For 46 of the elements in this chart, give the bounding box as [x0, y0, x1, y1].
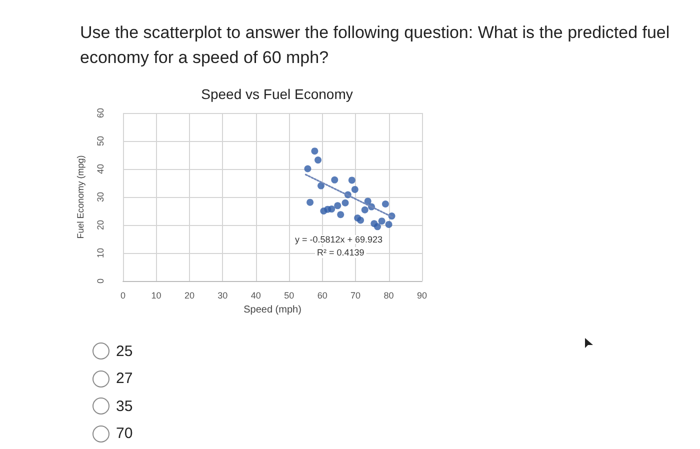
y-tick-label: 30 — [96, 192, 106, 202]
x-tick-label: 20 — [184, 290, 194, 300]
x-tick-label: 60 — [317, 290, 328, 300]
point — [385, 220, 392, 228]
y-tick-label: 50 — [96, 136, 106, 146]
text: 27 — [116, 370, 133, 387]
x-tick-label: 40 — [250, 290, 261, 300]
point — [304, 165, 312, 172]
x-tick-label: 70 — [350, 290, 361, 300]
y-tick-label: 20 — [96, 220, 106, 230]
point — [342, 199, 349, 206]
x-tick-label: 90 — [416, 290, 428, 300]
point — [334, 202, 342, 210]
point — [331, 176, 338, 184]
y-tick-label: 10 — [96, 248, 106, 258]
point — [357, 216, 364, 224]
x-axis-title: Speed (mph) — [244, 304, 302, 316]
point — [306, 198, 314, 206]
point — [364, 198, 372, 205]
point — [337, 211, 344, 218]
point — [378, 218, 386, 225]
y-tick-label: 60 — [96, 108, 106, 118]
annotation: R² = 0.4139 — [317, 248, 364, 258]
x-tick-label: 50 — [284, 290, 294, 300]
point — [318, 182, 325, 190]
text: Use the scatterplot to answer the following question: What is the predicted fuel economy for a speed of 60 mph? — [80, 22, 670, 69]
y-tick-label: 40 — [96, 164, 106, 174]
y-axis-title: Fuel Economy (mpg) — [76, 155, 86, 239]
point — [348, 176, 356, 184]
point — [361, 206, 368, 214]
point — [311, 148, 318, 155]
text: 70 — [116, 425, 133, 442]
point — [374, 223, 381, 230]
point — [314, 156, 322, 164]
x-tick-label: 0 — [120, 290, 126, 300]
y-tick-label: 0 — [96, 278, 106, 284]
x-tick-label: 30 — [218, 290, 228, 300]
point — [328, 206, 336, 213]
x-tick-label: 80 — [384, 290, 394, 300]
chart-title: Speed vs Fuel Economy — [201, 86, 353, 102]
point — [382, 200, 389, 208]
point — [351, 186, 358, 193]
text: 35 — [116, 398, 133, 414]
x-tick-label: 10 — [151, 290, 162, 300]
text: 25 — [116, 342, 133, 360]
annotation: y = -0.5812x + 69.923 — [295, 234, 383, 244]
